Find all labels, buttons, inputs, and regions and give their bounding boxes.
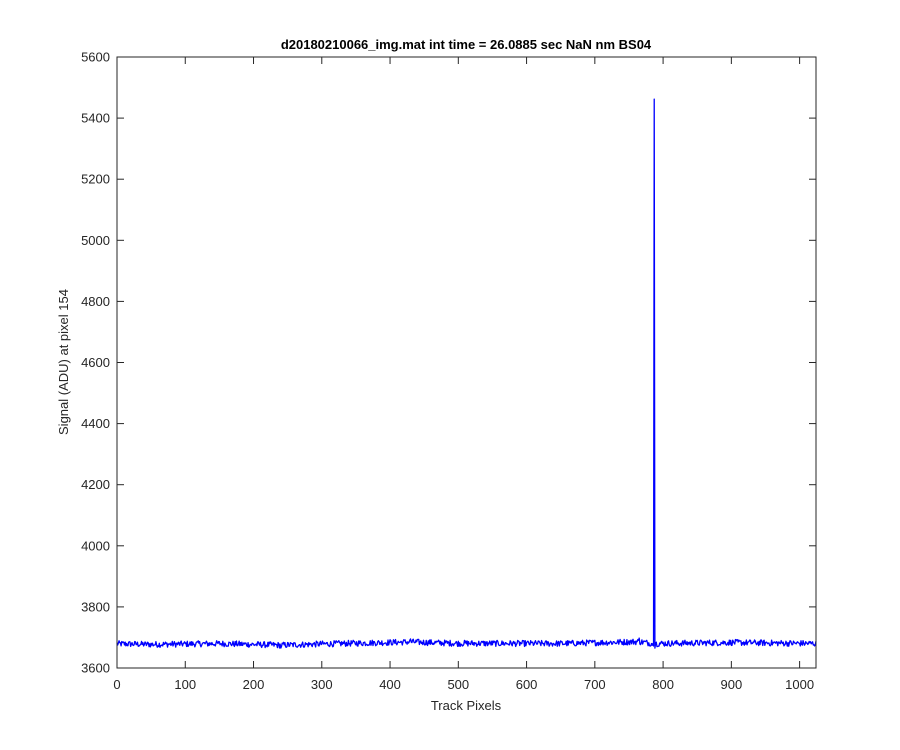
x-axis-label: Track Pixels [431, 698, 502, 713]
x-tick-label: 400 [379, 677, 401, 692]
plot-area [117, 57, 816, 668]
y-tick-label: 5000 [81, 233, 110, 248]
axes-box [116, 56, 817, 669]
y-tick-label: 4000 [81, 538, 110, 553]
x-tick-label: 200 [243, 677, 265, 692]
y-tick-label: 4200 [81, 477, 110, 492]
x-tick-label: 500 [447, 677, 469, 692]
y-tick-label: 4400 [81, 416, 110, 431]
y-tick-label: 5600 [81, 50, 110, 65]
y-tick-label: 3600 [81, 661, 110, 676]
y-tick-label: 5200 [81, 172, 110, 187]
y-tick-label: 5400 [81, 111, 110, 126]
x-tick-label: 0 [113, 677, 120, 692]
x-tick-label: 300 [311, 677, 333, 692]
y-axis-label: Signal (ADU) at pixel 154 [56, 289, 71, 435]
x-tick-label: 800 [652, 677, 674, 692]
x-tick-label: 700 [584, 677, 606, 692]
ticks-layer: 0 100 200 300 400 500 600 700 800 900 1000 3600 3800… [81, 50, 816, 692]
x-tick-label: 1000 [785, 677, 814, 692]
chart-title: d20180210066_img.mat int time = 26.0885 … [281, 37, 652, 52]
series-layer [116, 98, 817, 649]
series-line [116, 98, 817, 649]
x-tick-label: 600 [516, 677, 538, 692]
x-tick-label: 900 [721, 677, 743, 692]
y-tick-label: 4600 [81, 355, 110, 370]
y-tick-label: 3800 [81, 599, 110, 614]
y-tick-label: 4800 [81, 294, 110, 309]
x-tick-label: 100 [174, 677, 196, 692]
